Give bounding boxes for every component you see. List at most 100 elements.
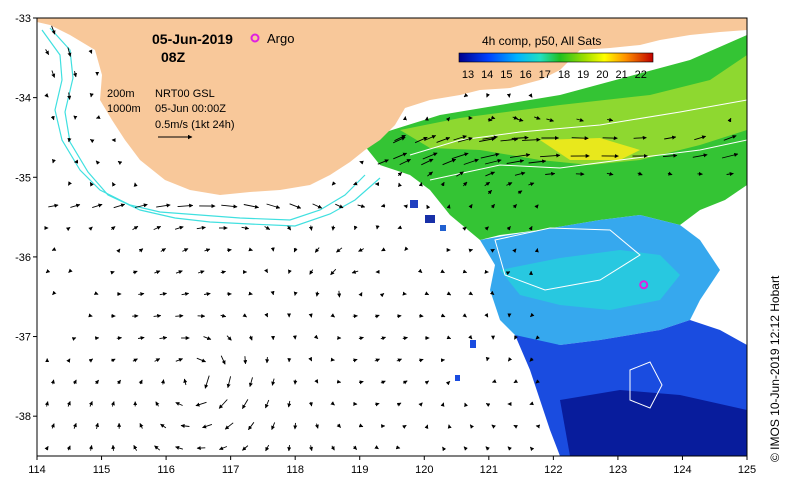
current-arrow <box>196 225 206 230</box>
current-arrow <box>414 136 428 144</box>
colorbar-tick-label: 13 <box>462 69 474 81</box>
current-arrow <box>264 268 268 274</box>
current-arrow <box>195 401 207 407</box>
current-arrow <box>110 401 115 407</box>
current-arrow <box>335 203 344 209</box>
current-arrow <box>606 171 614 176</box>
current-arrow <box>116 336 123 341</box>
x-tick-label: 116 <box>157 464 175 476</box>
current-arrow <box>352 445 358 450</box>
current-arrow <box>314 247 320 253</box>
current-arrow <box>265 399 270 409</box>
current-arrow <box>138 336 145 341</box>
current-arrow <box>436 136 451 143</box>
current-arrow <box>51 247 57 251</box>
current-arrow <box>154 445 161 451</box>
current-arrow <box>265 444 270 452</box>
current-arrow <box>181 292 190 296</box>
current-arrow <box>72 422 77 429</box>
current-arrow <box>418 182 423 187</box>
current-arrow <box>456 171 464 177</box>
current-arrow <box>490 115 496 120</box>
current-arrow <box>133 182 138 187</box>
current-arrow <box>337 290 342 298</box>
current-arrow <box>468 334 473 340</box>
current-arrow <box>418 402 423 407</box>
current-arrow <box>226 376 232 389</box>
current-arrow <box>293 422 298 430</box>
map-date: 05-Jun-2019 <box>152 31 233 47</box>
colorbar-tick-label: 18 <box>558 69 570 81</box>
current-arrow <box>446 335 452 340</box>
current-arrow <box>221 204 238 209</box>
current-arrow <box>138 292 145 297</box>
current-arrow <box>440 181 445 187</box>
current-arrow <box>440 402 445 407</box>
current-arrow <box>571 136 589 141</box>
current-arrow <box>242 313 247 318</box>
current-arrow <box>402 336 408 341</box>
current-arrow <box>196 357 206 363</box>
current-arrow <box>633 135 647 140</box>
x-tick-label: 122 <box>544 464 562 476</box>
current-arrow <box>308 401 313 407</box>
current-arrow <box>204 248 211 253</box>
current-arrow <box>309 269 314 275</box>
current-arrow <box>480 152 500 159</box>
current-arrow <box>67 137 72 143</box>
current-arrow <box>44 446 49 451</box>
current-arrow <box>489 290 495 296</box>
current-arrow <box>492 379 497 383</box>
current-arrow <box>309 445 313 452</box>
current-arrow <box>94 379 99 385</box>
current-arrow <box>491 424 496 429</box>
current-arrow <box>445 380 451 386</box>
current-arrow <box>359 160 364 165</box>
x-axis: 114 115 116 117 118 119 120 121 122 123 124 125 <box>28 456 756 476</box>
current-arrow <box>288 269 292 274</box>
current-arrow <box>110 226 116 231</box>
current-arrow <box>397 225 403 230</box>
current-arrow <box>529 357 534 362</box>
sst-colorbar <box>458 52 654 63</box>
current-arrow <box>248 377 253 387</box>
current-arrow <box>133 444 138 451</box>
current-arrow <box>226 335 232 341</box>
current-arrow <box>264 225 271 230</box>
current-arrow <box>336 379 342 384</box>
current-arrow <box>447 424 452 429</box>
current-arrow <box>138 248 144 253</box>
current-arrow <box>88 226 93 231</box>
current-arrow <box>402 424 407 429</box>
current-arrow <box>424 424 429 430</box>
current-arrow <box>67 47 72 57</box>
current-arrow <box>484 158 502 165</box>
current-arrow <box>377 159 389 165</box>
current-arrow <box>72 379 77 385</box>
current-arrow <box>293 247 298 253</box>
current-arrow <box>88 358 94 363</box>
current-arrow <box>51 70 56 78</box>
current-arrow <box>312 203 323 209</box>
current-arrow <box>153 313 162 319</box>
current-arrow <box>286 225 292 231</box>
current-arrow <box>177 203 194 208</box>
current-arrow <box>380 336 386 341</box>
current-arrow <box>182 248 189 253</box>
current-arrow <box>506 226 511 231</box>
current-arrow <box>506 159 525 164</box>
current-arrow <box>398 182 402 188</box>
current-arrow <box>139 423 144 429</box>
current-arrow <box>308 313 313 318</box>
current-arrow <box>68 181 72 186</box>
current-arrow <box>241 226 250 230</box>
current-arrow <box>159 335 168 340</box>
current-arrow <box>50 115 55 121</box>
current-arrow <box>530 312 535 318</box>
current-arrow <box>44 93 49 98</box>
current-arrow <box>528 93 533 98</box>
current-arrow <box>266 203 281 209</box>
credit-text: © IMOS 10-Jun-2019 12:12 Hobart <box>768 275 782 462</box>
current-arrow <box>442 158 457 166</box>
y-tick-label: -37 <box>15 332 31 344</box>
